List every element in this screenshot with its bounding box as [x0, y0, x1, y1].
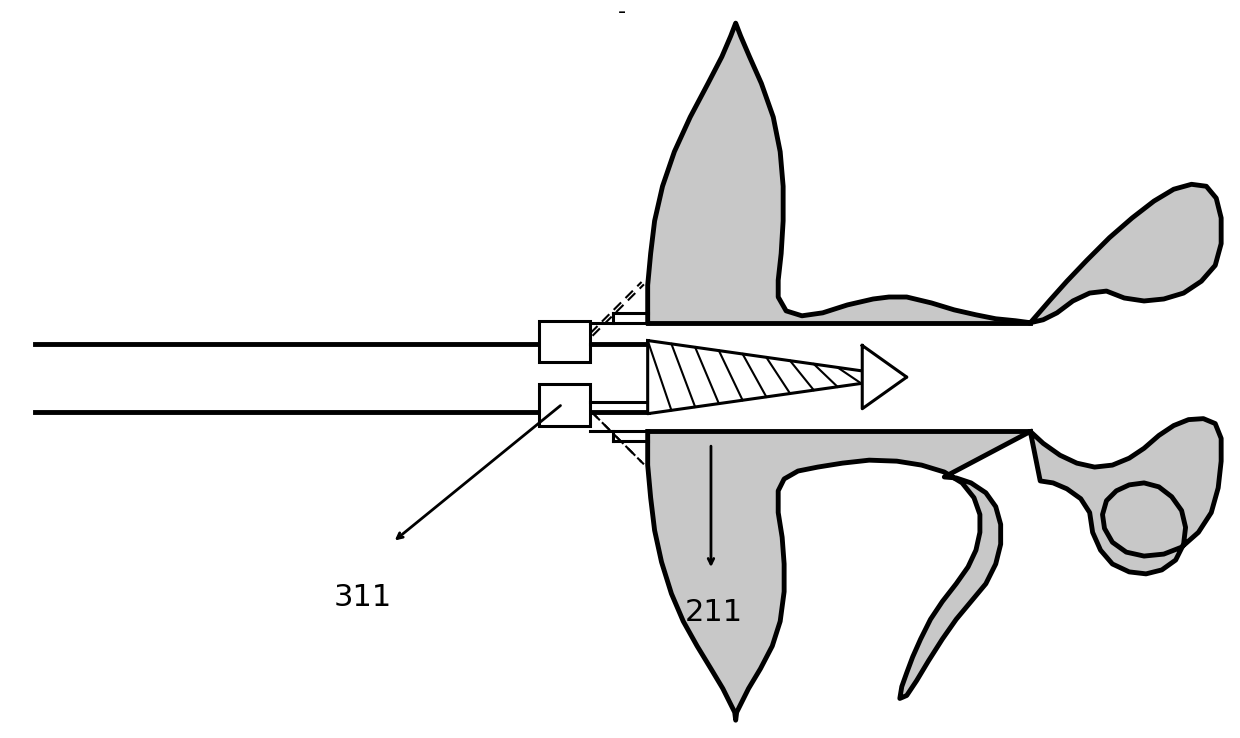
Text: -: - [618, 2, 626, 22]
Polygon shape [862, 345, 906, 409]
Text: 211: 211 [684, 599, 743, 627]
Bar [539, 321, 590, 362]
Text: 311: 311 [334, 584, 392, 613]
Bar [647, 323, 1030, 432]
Polygon shape [647, 418, 1221, 720]
Bar [539, 384, 590, 426]
Polygon shape [647, 23, 1221, 323]
Polygon shape [647, 340, 906, 414]
